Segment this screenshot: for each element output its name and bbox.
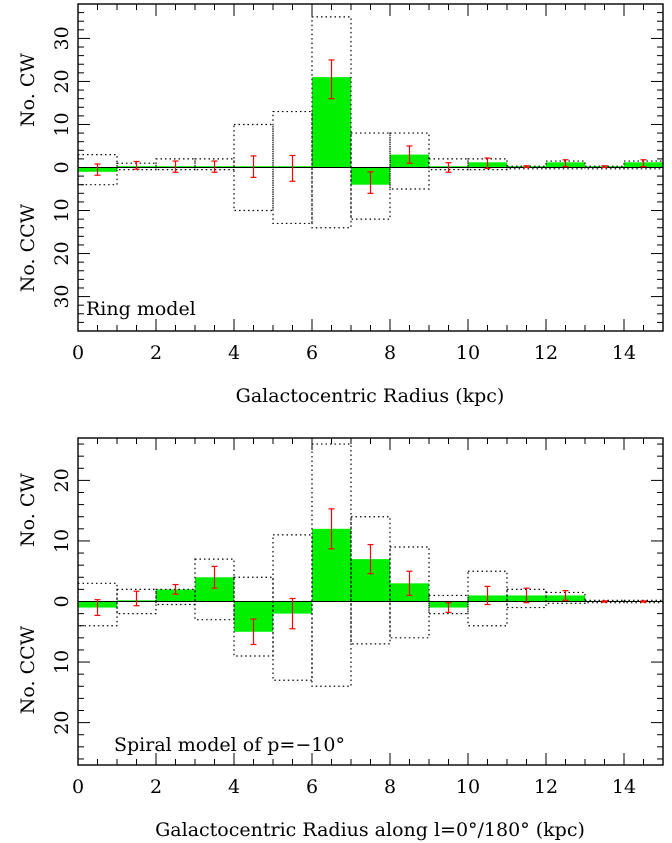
ring-model-error-bar: [406, 145, 413, 164]
ring-model-error-bar: [172, 160, 179, 173]
ring-model-x-axis-label: Galactocentric Radius (kpc): [236, 385, 505, 407]
ring-model-y-tick-label: 20: [51, 69, 73, 93]
ring-model-y-axis-label-ccw: No. CCW: [17, 203, 39, 292]
spiral-model-x-tick-label: 2: [150, 776, 162, 798]
ring-model-error-bar: [562, 159, 569, 168]
ring-model-error-bar: [94, 163, 101, 176]
ring-model-x-tick-label: 4: [228, 342, 240, 364]
ring-model-y-tick-label: 10: [51, 198, 73, 222]
ring-model-panel: 0 2 4 6 8 10 12 14 30 20 10 0 10 20 30 Ring model Gala…: [17, 3, 664, 407]
ring-model-error-bar: [367, 171, 374, 194]
spiral-model-plot-area: 0 2 4 6 8 10 12 14 20 10 0 10 20: [51, 437, 664, 798]
ring-model-y-axis-label-cw: No. CW: [17, 53, 39, 127]
ring-model-x-tick-label: 0: [72, 342, 84, 364]
spiral-model-y-tick-label: 10: [51, 529, 73, 553]
spiral-model-x-tick-label: 14: [612, 776, 636, 798]
ring-model-plot-area: 0 2 4 6 8 10 12 14 30 20 10 0 10 20 30: [51, 3, 664, 364]
spiral-model-error-bar: [289, 597, 296, 630]
spiral-model-error-bar: [406, 570, 413, 597]
spiral-model-error-bar: [250, 618, 257, 646]
ring-model-error-bar: [250, 155, 257, 178]
spiral-model-error-bar: [601, 600, 608, 603]
spiral-model-x-tick-label: 6: [306, 776, 318, 798]
ring-model-error-bar: [328, 59, 335, 100]
spiral-model-error-bar: [367, 543, 374, 575]
ring-model-x-tick-label: 14: [612, 342, 636, 364]
ring-model-error-bar: [133, 160, 140, 170]
ring-model-y-tick-label: 30: [51, 284, 73, 308]
ring-model-y-tick-label: 20: [51, 241, 73, 265]
spiral-model-x-tick-label: 0: [72, 776, 84, 798]
spiral-model-x-tick-label: 12: [534, 776, 558, 798]
spiral-model-y-axis-label-cw: No. CW: [17, 473, 39, 547]
spiral-model-envelope-box: [389, 546, 430, 639]
spiral-model-y-tick-label: 0: [51, 595, 73, 607]
spiral-model-error-bar: [328, 508, 335, 550]
spiral-model-x-tick-label: 4: [228, 776, 240, 798]
ring-model-error-bar: [640, 159, 647, 168]
ring-model-x-tick-label: 8: [384, 342, 396, 364]
ring-model-error-bar: [601, 165, 608, 169]
spiral-model-y-tick-label: 10: [51, 650, 73, 674]
ring-model-x-tick-label: 12: [534, 342, 558, 364]
spiral-model-annotation: Spiral model of p=−10°: [114, 734, 345, 756]
spiral-model-error-bar: [172, 583, 179, 595]
ring-model-error-bar: [289, 154, 296, 182]
spiral-model-envelope-box: [428, 594, 469, 615]
spiral-model-bar: [156, 589, 195, 602]
spiral-model-y-tick-label: 20: [51, 711, 73, 735]
spiral-model-error-bar: [445, 602, 452, 614]
spiral-model-envelope-box: [116, 588, 157, 615]
ring-model-error-bar: [523, 165, 530, 169]
spiral-model-envelope-box: [272, 534, 313, 681]
ring-model-error-bar: [211, 160, 218, 173]
spiral-model-error-bar: [640, 600, 647, 603]
spiral-model-envelope-box: [77, 582, 118, 627]
ring-model-y-tick-label: 10: [51, 112, 73, 136]
ring-model-envelope-box: [350, 132, 391, 220]
ring-model-envelope-box: [389, 132, 430, 190]
spiral-model-error-bar: [94, 599, 101, 617]
ring-model-annotation: Ring model: [86, 298, 196, 320]
spiral-model-envelope-box: [350, 516, 391, 645]
spiral-model-error-bar: [211, 565, 218, 589]
spiral-model-error-bar: [523, 587, 530, 604]
spiral-model-y-tick-label: 20: [51, 468, 73, 492]
ring-model-x-tick-label: 6: [306, 342, 318, 364]
spiral-model-panel: 0 2 4 6 8 10 12 14 20 10 0 10 20 Spiral model of p=−…: [17, 437, 664, 841]
ring-model-envelope-box: [311, 16, 352, 229]
spiral-model-error-bar: [133, 590, 140, 607]
ring-model-envelope-box: [428, 158, 469, 171]
spiral-model-x-axis-label: Galactocentric Radius along l=0°/180° (k…: [155, 819, 585, 841]
ring-model-y-tick-label: 0: [51, 161, 73, 173]
spiral-model-envelope-box: [311, 443, 352, 687]
ring-model-error-bar: [445, 162, 452, 173]
ring-model-x-tick-label: 10: [456, 342, 480, 364]
ring-model-x-tick-label: 2: [150, 342, 162, 364]
spiral-model-envelope-box: [467, 570, 508, 627]
spiral-model-error-bar: [562, 589, 569, 601]
spiral-model-x-tick-label: 8: [384, 776, 396, 798]
ring-model-envelope-box: [77, 153, 118, 186]
ring-model-y-tick-label: 30: [51, 26, 73, 50]
spiral-model-envelope-box: [194, 558, 235, 621]
spiral-model-envelope-box: [233, 576, 274, 657]
ring-model-envelope-box: [194, 158, 235, 171]
spiral-model-x-tick-label: 10: [456, 776, 480, 798]
spiral-model-y-axis-label-ccw: No. CCW: [17, 625, 39, 714]
ring-model-error-bar: [484, 157, 491, 169]
spiral-model-error-bar: [484, 585, 491, 606]
ring-model-envelope-box: [155, 158, 196, 171]
